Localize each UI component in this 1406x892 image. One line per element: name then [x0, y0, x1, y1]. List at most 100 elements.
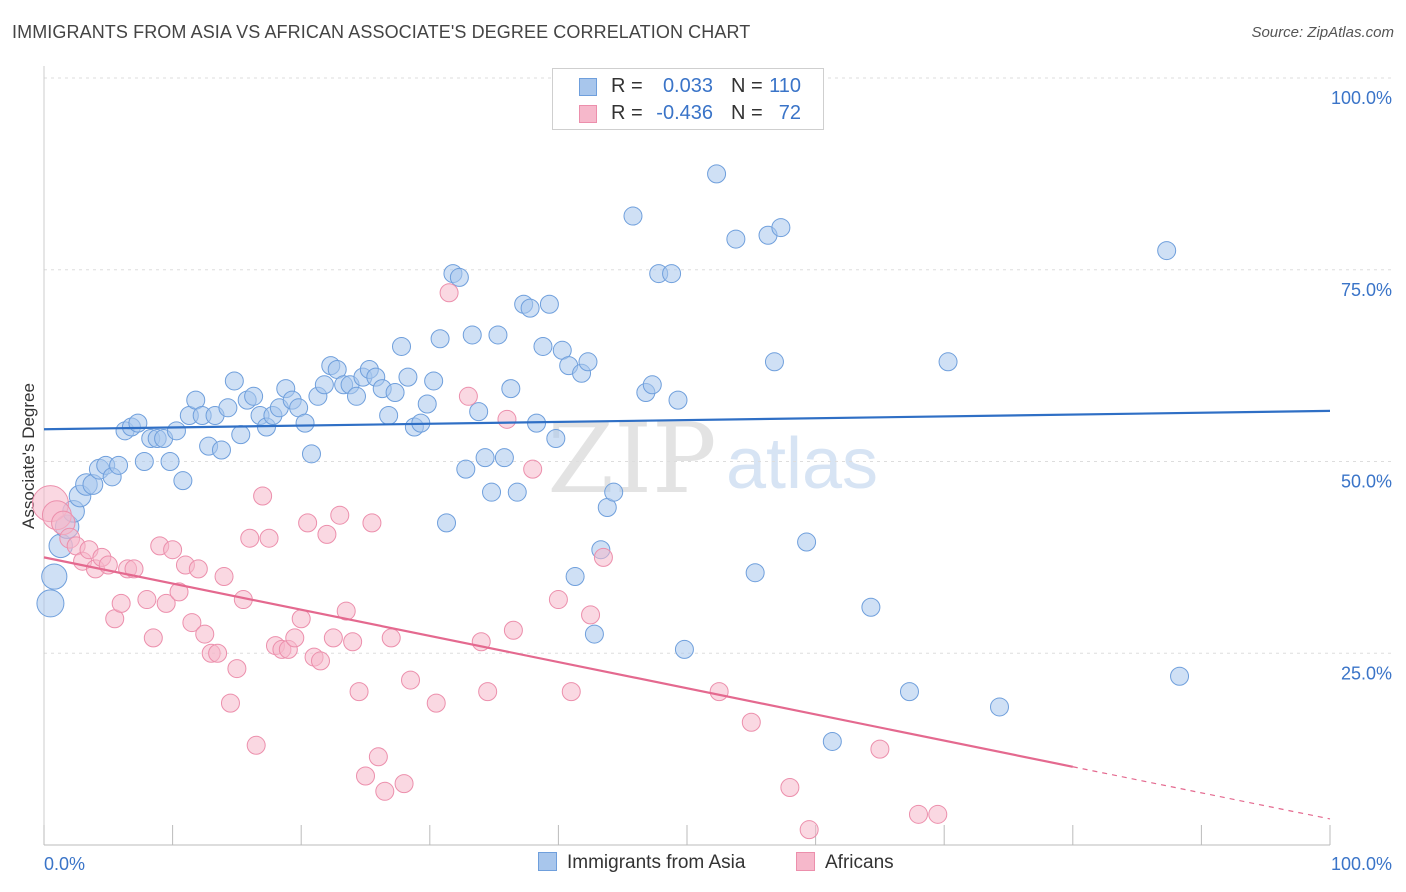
legend-row-africans: R = -0.436 N = 72 — [553, 100, 823, 128]
point-asia — [899, 682, 919, 702]
bottom-legend-swatch-africans — [796, 852, 815, 871]
x-tick-label-min: 0.0% — [44, 854, 85, 874]
point-africans — [220, 693, 240, 713]
x-tick-label-max: 100.0% — [1331, 854, 1392, 874]
legend-n-value: 72 — [778, 102, 801, 124]
point-africans — [214, 567, 234, 587]
point-asia — [623, 206, 643, 226]
point-africans — [163, 540, 183, 560]
point-asia — [211, 440, 231, 460]
point-africans — [195, 624, 215, 644]
point-africans — [143, 628, 163, 648]
point-asia — [938, 352, 958, 372]
point-africans — [124, 559, 144, 579]
point-asia — [584, 624, 604, 644]
point-asia — [437, 513, 457, 533]
point-africans — [593, 547, 613, 567]
point-asia — [674, 639, 694, 659]
point-asia — [1157, 241, 1177, 261]
point-africans — [240, 528, 260, 548]
trendline-africans-extension — [1072, 766, 1331, 820]
point-asia — [379, 405, 399, 425]
point-africans — [375, 781, 395, 801]
point-africans — [458, 386, 478, 406]
point-asia — [520, 298, 540, 318]
point-africans — [426, 693, 446, 713]
point-asia — [134, 452, 154, 471]
point-africans — [381, 628, 401, 648]
correlation-legend: R = 0.033 N = 110 R = -0.436 N = 72 — [552, 68, 824, 130]
point-asia — [462, 325, 482, 345]
point-africans — [349, 682, 369, 702]
point-asia — [160, 452, 180, 471]
point-asia — [295, 413, 315, 433]
point-africans — [799, 820, 819, 840]
point-asia — [822, 731, 842, 751]
point-africans — [709, 682, 729, 702]
point-asia — [1170, 666, 1190, 686]
watermark-atlas: atlas — [726, 424, 878, 504]
legend-n-value: 110 — [769, 75, 801, 97]
bottom-legend-label-africans: Africans — [825, 852, 894, 873]
point-asia — [301, 444, 321, 464]
point-africans — [478, 682, 498, 702]
point-asia — [173, 471, 193, 491]
source-label: Source: ZipAtlas.com — [1251, 24, 1394, 41]
point-africans — [310, 651, 330, 671]
point-asia — [224, 371, 244, 391]
point-africans — [908, 804, 928, 824]
point-asia — [424, 371, 444, 391]
legend-r-value: -0.436 — [656, 102, 713, 124]
point-asia — [128, 413, 148, 433]
point-asia — [109, 455, 129, 475]
y-tick-label: 25.0% — [1341, 663, 1392, 683]
point-asia — [797, 532, 817, 552]
point-asia — [41, 563, 68, 590]
point-asia — [745, 563, 765, 583]
point-africans — [156, 593, 176, 613]
point-africans — [401, 670, 421, 690]
point-asia — [533, 336, 553, 356]
point-asia — [475, 448, 495, 468]
point-africans — [285, 628, 305, 648]
point-africans — [561, 682, 581, 702]
point-africans — [439, 283, 459, 303]
point-africans — [298, 513, 318, 533]
point-asia — [501, 379, 521, 399]
point-asia — [469, 402, 489, 422]
legend-n-label: N = — [731, 75, 763, 97]
point-africans — [870, 739, 890, 759]
point-africans — [928, 804, 948, 824]
point-asia — [771, 218, 791, 238]
point-asia — [346, 386, 366, 406]
point-asia — [244, 386, 264, 406]
point-africans — [780, 777, 800, 797]
point-asia — [430, 329, 450, 349]
point-africans — [259, 528, 279, 548]
point-asia — [392, 336, 412, 356]
point-africans — [362, 513, 382, 533]
point-asia — [662, 264, 682, 284]
y-axis-label: Associate's Degree — [19, 383, 38, 529]
point-asia — [314, 375, 334, 395]
point-africans — [330, 505, 350, 525]
point-asia — [417, 394, 437, 414]
point-asia — [861, 597, 881, 617]
point-asia — [707, 164, 727, 184]
point-africans — [169, 582, 189, 602]
point-asia — [546, 428, 566, 448]
point-asia — [578, 352, 598, 372]
chart-title: IMMIGRANTS FROM ASIA VS AFRICAN ASSOCIAT… — [12, 22, 751, 42]
y-tick-label: 50.0% — [1341, 472, 1392, 492]
point-africans — [137, 590, 157, 610]
legend-row-asia: R = 0.033 N = 110 — [553, 73, 823, 101]
point-asia — [218, 398, 238, 418]
point-asia — [482, 482, 502, 502]
point-asia — [494, 448, 514, 468]
legend-swatch-africans — [579, 105, 597, 123]
point-africans — [188, 559, 208, 579]
point-asia — [385, 382, 405, 402]
point-africans — [317, 524, 337, 544]
legend-r-label: R = — [611, 102, 643, 124]
